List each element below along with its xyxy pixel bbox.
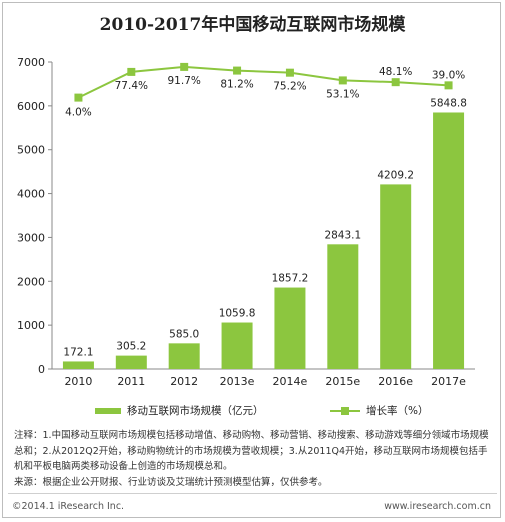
growth-value-label: 77.4% [115, 80, 148, 92]
x-tick-label: 2012 [170, 375, 198, 388]
x-tick-label: 2013e [220, 375, 255, 388]
growth-value-label: 39.0% [432, 69, 465, 81]
growth-marker [180, 62, 189, 71]
y-tick-label: 6000 [17, 100, 45, 113]
bar [115, 355, 147, 369]
growth-marker [338, 76, 347, 85]
legend-bar-label: 移动互联网市场规模（亿元） [127, 405, 264, 417]
x-tick-label: 2015e [325, 375, 360, 388]
legend-bar-swatch [95, 407, 121, 414]
x-tick-label: 2010 [64, 375, 92, 388]
bar-value-label: 305.2 [116, 341, 146, 353]
legend-line-series: 增长率（%） [330, 403, 428, 418]
bar [168, 343, 200, 369]
bar-value-label: 172.1 [63, 346, 93, 358]
growth-value-label: 81.2% [220, 79, 253, 91]
growth-value-label: 48.1% [379, 66, 412, 78]
y-tick-label: 1000 [17, 319, 45, 332]
growth-value-label: 91.7% [168, 75, 201, 87]
bar-line-chart: 0 1000 2000 3000 4000 5000 6000 7000 172.1 2010 30… [17, 56, 475, 388]
growth-marker [391, 78, 400, 87]
bar-value-label: 1857.2 [272, 273, 309, 285]
bar [221, 322, 253, 369]
notes-text: 注释：1.中国移动互联网市场规模包括移动增值、移动购物、移动营销、移动搜索、移动… [14, 430, 489, 472]
bar [274, 287, 306, 369]
bar [380, 184, 412, 369]
bar-value-label: 1059.8 [219, 308, 256, 320]
bar-value-label: 5848.8 [430, 97, 467, 109]
chart-frame [2, 2, 501, 518]
source-text: 来源：根据企业公开财报、行业访谈及艾瑞统计预测模型估算，仅供参考。 [14, 476, 328, 488]
bar-value-label: 585.0 [169, 328, 199, 340]
footer-divider [8, 493, 497, 494]
growth-value-label: 53.1% [326, 88, 359, 100]
growth-value-label: 75.2% [273, 81, 306, 93]
notes-block: 注释：1.中国移动互联网市场规模包括移动增值、移动购物、移动营销、移动搜索、移动… [14, 428, 494, 490]
growth-marker [233, 66, 242, 75]
bar-value-label: 4209.2 [377, 169, 414, 181]
footer-copyright: ©2014.1 iResearch Inc. [12, 501, 125, 512]
y-tick-label: 4000 [17, 188, 45, 201]
y-tick-label: 7000 [17, 56, 45, 69]
growth-value-label: 4.0% [65, 107, 92, 119]
legend-line-swatch [330, 406, 360, 416]
legend-bar-series: 移动互联网市场规模（亿元） [95, 403, 264, 418]
x-tick-label: 2014e [273, 375, 308, 388]
y-tick-label: 2000 [17, 275, 45, 288]
x-tick-label: 2016e [378, 375, 413, 388]
y-tick-label: 3000 [17, 231, 45, 244]
chart-title: 2010-2017年中国移动互联网市场规模 [99, 15, 406, 35]
bar [433, 112, 465, 369]
y-tick-label: 0 [38, 363, 45, 376]
bar-value-label: 2843.1 [324, 229, 361, 241]
growth-marker [285, 68, 294, 77]
footer-website: www.iresearch.com.cn [384, 501, 491, 512]
growth-marker [444, 81, 453, 90]
x-tick-label: 2017e [431, 375, 466, 388]
bar [62, 361, 94, 369]
x-tick-label: 2011 [117, 375, 145, 388]
growth-marker [127, 67, 136, 76]
y-tick-label: 5000 [17, 144, 45, 157]
legend-line-label: 增长率（%） [366, 405, 429, 417]
growth-line [78, 65, 449, 99]
growth-marker [74, 93, 83, 102]
bar [327, 244, 359, 369]
